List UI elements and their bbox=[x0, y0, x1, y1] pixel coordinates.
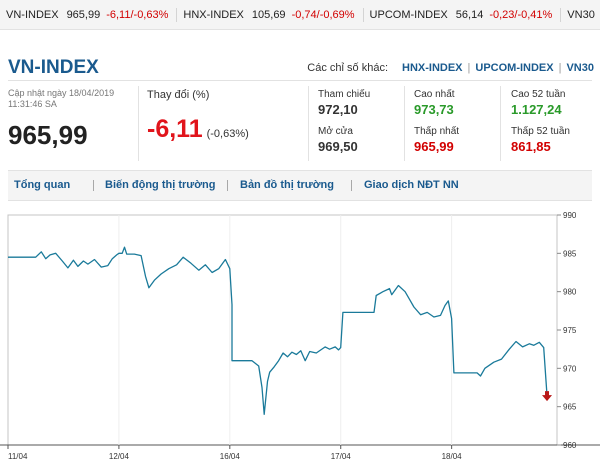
y-tick-label: 975 bbox=[563, 326, 577, 335]
column-divider bbox=[404, 86, 405, 161]
y-tick-label: 990 bbox=[563, 211, 577, 220]
stat-low: Thấp nhất 965,99 bbox=[414, 125, 459, 155]
x-tick-label: 16/04 bbox=[220, 452, 241, 461]
index-summary: Cập nhật ngày 18/04/2019 11:31:46 SA 965… bbox=[8, 88, 136, 149]
ticker-value: 105,69 bbox=[251, 9, 286, 21]
ticker-change: -0,23/-0,41% bbox=[489, 9, 553, 21]
stat-label: Cao 52 tuần bbox=[511, 89, 566, 100]
ticker-change: -6,11/-0,63% bbox=[106, 9, 169, 21]
ticker-item[interactable]: VN-INDEX 965,99 -6,11/-0,63% bbox=[0, 8, 178, 22]
tab-bar: Tổng quan Biến động thị trường Bản đồ th… bbox=[8, 170, 592, 201]
other-indices-nav: Các chỉ số khác: HNX-INDEX | UPCOM-INDEX | VN… bbox=[307, 62, 594, 74]
change-block: Thay đổi (%) -6,11 (-0,63%) bbox=[147, 88, 297, 144]
other-indices-label: Các chỉ số khác: bbox=[307, 62, 388, 74]
stat-label: Thấp nhất bbox=[414, 126, 460, 137]
y-tick-label: 965 bbox=[563, 403, 577, 412]
ticker-value: 56,14 bbox=[455, 9, 484, 21]
ticker-item[interactable]: VN30881,25 bbox=[561, 8, 600, 22]
column-divider bbox=[500, 86, 501, 161]
stat-open: Mở cửa 969,50 bbox=[318, 125, 358, 155]
y-tick-label: 960 bbox=[563, 441, 577, 450]
ticker-bar: VN-INDEX 965,99 -6,11/-0,63% HNX-INDEX 105,6… bbox=[0, 0, 600, 30]
link-hnx-index[interactable]: HNX-INDEX bbox=[402, 62, 463, 74]
stat-reference: Tham chiếu 972,10 bbox=[318, 88, 370, 118]
tab-divider bbox=[93, 180, 94, 191]
change-line: -6,11 (-0,63%) bbox=[147, 115, 297, 144]
stat-label: Mở cửa bbox=[318, 126, 353, 137]
stat-label: Tham chiếu bbox=[318, 89, 371, 100]
ticker-name: HNX-INDEX bbox=[183, 9, 244, 21]
stat-label: Cao nhất bbox=[414, 89, 455, 100]
stat-high: Cao nhất 973,73 bbox=[414, 88, 455, 118]
x-tick-label: 18/04 bbox=[442, 452, 463, 461]
ticker-item[interactable]: HNX-INDEX 105,69 -0,74/-0,69% bbox=[177, 8, 364, 22]
tab-divider bbox=[227, 180, 228, 191]
stat-value: 969,50 bbox=[318, 139, 358, 154]
x-tick-label: 12/04 bbox=[109, 452, 130, 461]
updated-time: 11:31:46 SA bbox=[8, 99, 57, 109]
tab-market-map[interactable]: Bản đồ thị trường bbox=[240, 179, 334, 191]
ticker-change: -0,74/-0,69% bbox=[291, 9, 355, 21]
change-label: Thay đổi (%) bbox=[147, 89, 210, 101]
y-tick-label: 985 bbox=[563, 249, 577, 258]
link-upcom-index[interactable]: UPCOM-INDEX bbox=[475, 62, 554, 74]
stat-label: Thấp 52 tuần bbox=[511, 126, 570, 137]
index-series-line bbox=[8, 246, 548, 415]
ticker-name: VN-INDEX bbox=[6, 9, 59, 21]
link-vn30[interactable]: VN30 bbox=[566, 62, 594, 74]
stat-value: 965,99 bbox=[414, 139, 454, 154]
ticker-item[interactable]: UPCOM-INDEX 56,14 -0,23/-0,41% bbox=[364, 8, 562, 22]
y-tick-label: 980 bbox=[563, 288, 577, 297]
ticker-name: VN30 bbox=[567, 9, 595, 21]
stat-value: 972,10 bbox=[318, 102, 358, 117]
divider: | bbox=[558, 62, 562, 74]
tab-foreign-trading[interactable]: Giao dịch NĐT NN bbox=[364, 179, 459, 191]
tab-overview[interactable]: Tổng quan bbox=[14, 179, 71, 191]
column-divider bbox=[308, 86, 309, 161]
change-value: -6,11 bbox=[147, 115, 203, 143]
index-value: 965,99 bbox=[8, 120, 88, 150]
ticker-value: 965,99 bbox=[66, 9, 101, 21]
stat-value: 861,85 bbox=[511, 139, 551, 154]
column-divider bbox=[138, 86, 139, 161]
stat-high-52-weeks: Cao 52 tuần 1.127,24 bbox=[511, 88, 566, 118]
ticker-name: UPCOM-INDEX bbox=[369, 9, 448, 21]
x-tick-label: 17/04 bbox=[331, 452, 352, 461]
page-title: VN-INDEX bbox=[8, 57, 99, 78]
change-percent: (-0,63%) bbox=[206, 128, 249, 140]
chart-frame bbox=[7, 214, 558, 445]
stat-value: 973,73 bbox=[414, 102, 454, 117]
header-divider bbox=[8, 80, 592, 81]
intraday-chart: 960 965 970 975 980 985 990 11/04 12/04 16/04 17/… bbox=[0, 211, 600, 461]
stat-low-52-weeks: Thấp 52 tuần 861,85 bbox=[511, 125, 570, 155]
divider: | bbox=[467, 62, 471, 74]
x-tick-label: 11/04 bbox=[8, 452, 28, 461]
tab-market-movement[interactable]: Biến động thị trường bbox=[105, 179, 216, 191]
stat-value: 1.127,24 bbox=[511, 102, 562, 117]
tab-divider bbox=[351, 180, 352, 191]
y-tick-label: 970 bbox=[563, 364, 577, 373]
updated-date: Cập nhật ngày 18/04/2019 bbox=[8, 88, 115, 98]
down-arrow-icon bbox=[542, 391, 553, 402]
